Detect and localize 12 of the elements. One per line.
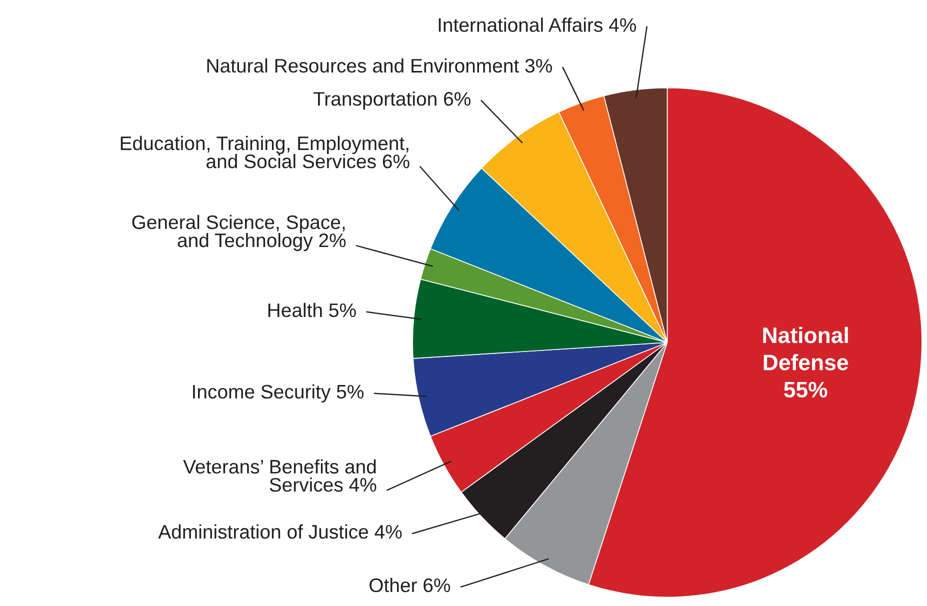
slice-label: Education, Training, Employment, and Social Services 6% xyxy=(120,136,410,168)
slice-label: Transportation 6% xyxy=(313,91,470,110)
slice-label: Veterans’ Benefits and Services 4% xyxy=(183,459,376,492)
slice-label: Natural Resources and Environment 3% xyxy=(207,58,552,73)
slice-label: General Science, Space, and Technology 2% xyxy=(132,214,346,252)
slice-label: Other 6% xyxy=(370,578,450,592)
slice-label: Income Security 5% xyxy=(193,384,364,402)
slice-label: International Affairs 4% xyxy=(438,18,636,32)
slice-label: Health 5% xyxy=(268,302,356,318)
data-label: 55% xyxy=(784,382,828,398)
slice-label: National Defense xyxy=(763,326,848,370)
slice-label: Administration of Justice 4% xyxy=(158,524,402,539)
